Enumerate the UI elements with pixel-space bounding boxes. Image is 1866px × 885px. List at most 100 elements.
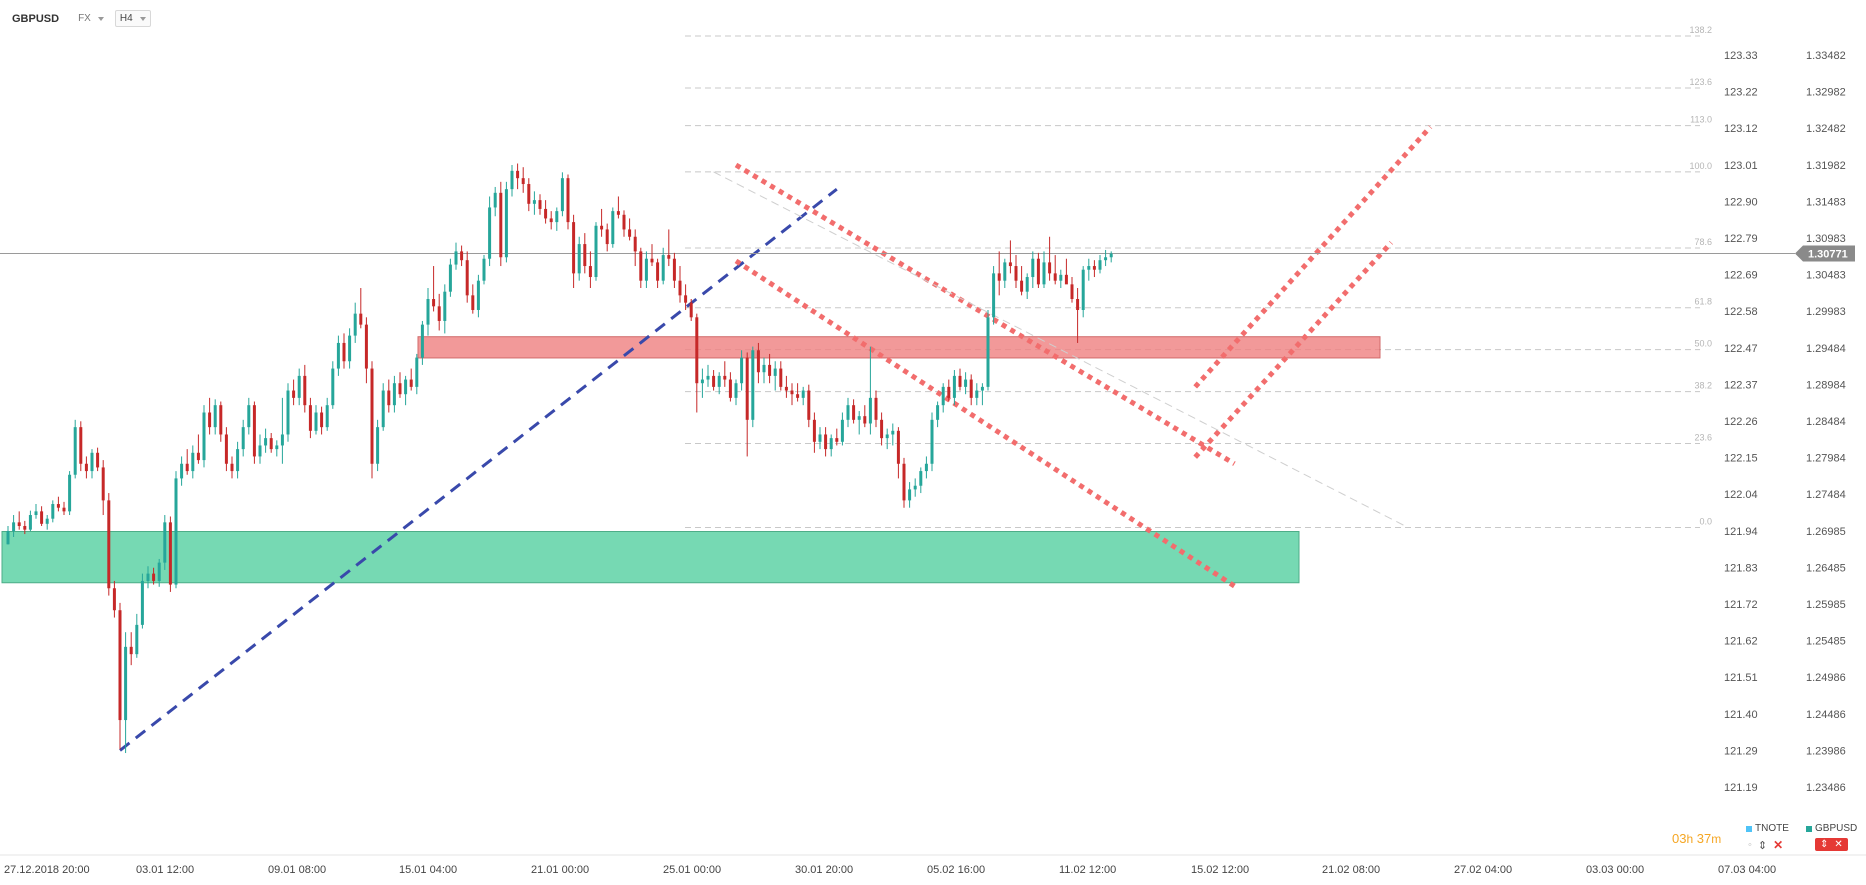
candle-body — [913, 485, 917, 490]
candle-body — [1087, 266, 1091, 270]
eye-icon[interactable]: ◦ — [1748, 839, 1752, 851]
candle-body — [824, 434, 828, 450]
candle-body — [68, 474, 72, 512]
candle-body — [734, 383, 738, 398]
candle-body — [107, 500, 111, 589]
x-axis-tick-label: 27.02 04:00 — [1454, 864, 1512, 876]
x-axis-tick-label: 21.01 00:00 — [531, 864, 589, 876]
current-price-badge — [1795, 245, 1855, 262]
reorder-arrows-icon[interactable]: ⇕ — [1757, 839, 1768, 852]
candle-body — [308, 405, 312, 431]
x-axis-tick-label: 07.03 04:00 — [1718, 864, 1776, 876]
candle-body — [1104, 257, 1108, 261]
right-axis-tick-label: 1.23486 — [1806, 782, 1846, 794]
x-axis-tick-label: 03.01 12:00 — [136, 864, 194, 876]
candle-body — [756, 350, 760, 373]
close-icon[interactable]: ✕ — [1773, 838, 1784, 852]
interval-label: H4 — [119, 13, 133, 24]
x-axis-tick-label: 09.01 08:00 — [268, 864, 326, 876]
candle-body — [857, 416, 861, 420]
candle-body — [152, 573, 156, 581]
candle-body — [891, 430, 895, 435]
candle-body — [443, 291, 447, 321]
gbpusd-series-controls[interactable]: ⇕ ✕ — [1815, 838, 1848, 851]
legend-tnote[interactable]: TNOTE — [1746, 823, 1789, 834]
legend-gbpusd-label: GBPUSD — [1815, 823, 1858, 834]
candle-body — [538, 200, 542, 209]
candle-body — [241, 427, 245, 450]
candle-body — [611, 211, 615, 245]
chevron-down-icon — [97, 16, 104, 21]
left-axis-tick-label: 122.26 — [1724, 416, 1758, 428]
candle-body — [45, 518, 49, 524]
left-axis-tick-label: 121.51 — [1724, 672, 1758, 684]
symbol-label[interactable]: GBPUSD — [12, 12, 60, 25]
candle-body — [656, 262, 660, 281]
candle-body — [280, 434, 284, 446]
timer-minutes-unit: m — [1711, 832, 1722, 846]
candle-body — [1064, 274, 1068, 285]
candle-body — [835, 438, 839, 442]
candle-body — [348, 335, 352, 362]
candle-body — [549, 218, 553, 223]
market-selector[interactable]: FX — [73, 10, 109, 27]
candle-body — [600, 225, 604, 230]
candle-body — [863, 416, 867, 424]
candle-body — [415, 357, 419, 387]
candle-body — [566, 178, 570, 223]
candle-body — [986, 317, 990, 387]
candle-body — [532, 200, 536, 204]
candle-body — [482, 258, 486, 281]
left-axis-tick-label: 121.94 — [1724, 526, 1758, 538]
candle-body — [1025, 277, 1029, 292]
left-axis-tick-label: 121.19 — [1724, 782, 1758, 794]
interval-selector[interactable]: H4 — [114, 10, 151, 27]
legend-gbpusd[interactable]: GBPUSD — [1806, 823, 1857, 834]
candle-body — [129, 646, 133, 655]
candle-body — [812, 419, 816, 442]
resistance-zone — [417, 336, 1381, 359]
support-zone — [1, 531, 1300, 584]
right-axis-tick-label: 1.33482 — [1806, 50, 1846, 62]
candle-body — [936, 405, 940, 420]
left-axis-tick-label: 122.79 — [1724, 233, 1758, 245]
tnote-color-swatch — [1746, 825, 1752, 832]
candle-body — [264, 438, 268, 446]
close-icon[interactable]: ✕ — [1834, 839, 1843, 850]
candle-body — [101, 467, 105, 501]
candle-body — [191, 452, 195, 472]
candle-body — [376, 427, 380, 464]
candle-body — [180, 463, 184, 479]
candle-body — [829, 438, 833, 450]
timer-hours: 03 — [1672, 831, 1687, 846]
candle-body — [605, 229, 609, 245]
candle-body — [56, 504, 60, 508]
reorder-arrows-icon[interactable]: ⇕ — [1820, 839, 1829, 850]
candle-body — [560, 178, 564, 212]
candle-body — [23, 526, 27, 530]
fib-level-label: 23.6 — [1694, 433, 1712, 443]
fib-level-label: 100.0 — [1689, 161, 1712, 171]
candle-body — [992, 273, 996, 318]
right-axis-tick-label: 1.29983 — [1806, 306, 1846, 318]
candle-body — [516, 170, 520, 179]
candle-body — [868, 397, 872, 424]
x-axis-tick-label: 15.02 12:00 — [1191, 864, 1249, 876]
candle-body — [247, 405, 251, 428]
candle-body — [695, 317, 699, 384]
candle-body — [896, 430, 900, 464]
candle-body — [359, 313, 363, 325]
candle-body — [112, 588, 116, 611]
candle-body — [297, 375, 301, 398]
candle-body — [964, 379, 968, 387]
candle-body — [919, 471, 923, 486]
candle-body — [1098, 260, 1102, 270]
candle-body — [908, 489, 912, 501]
left-axis-tick-label: 122.15 — [1724, 453, 1758, 465]
candle-body — [448, 264, 452, 292]
x-axis-tick-label: 03.03 00:00 — [1586, 864, 1644, 876]
candle-body — [880, 419, 884, 439]
candle-body — [723, 375, 727, 380]
candle-body — [185, 463, 189, 472]
